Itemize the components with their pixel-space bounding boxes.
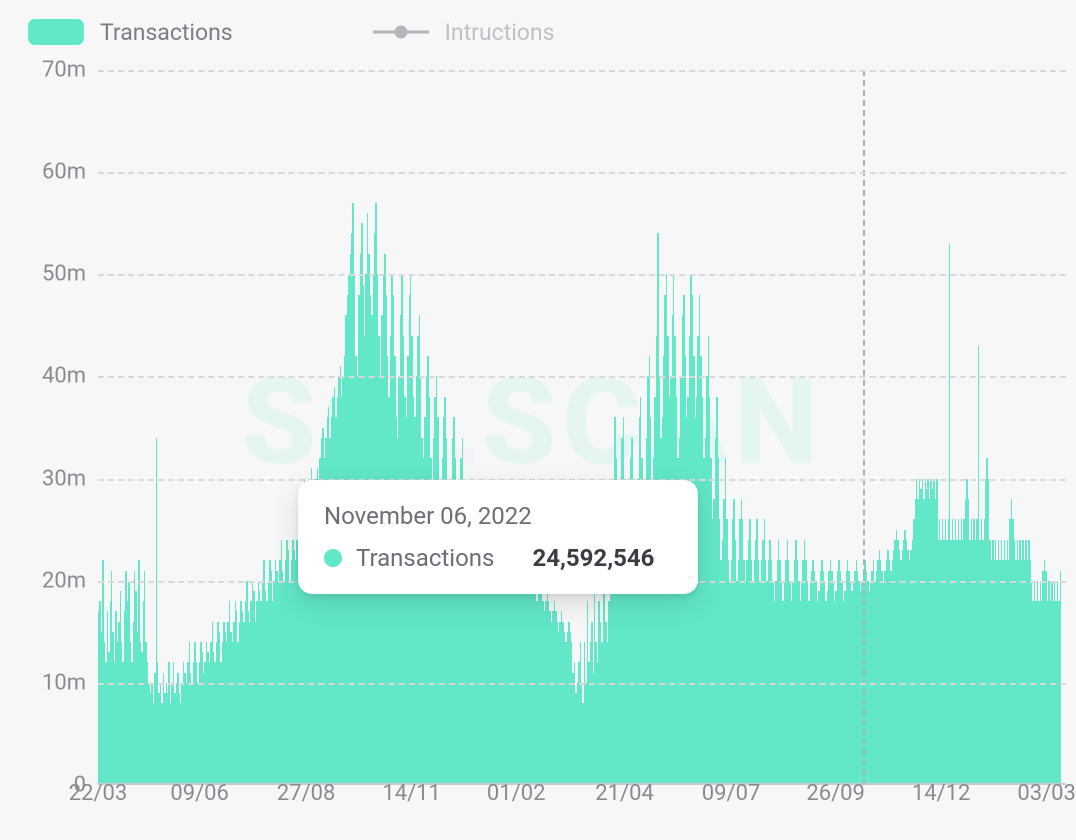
x-axis-label: 22/03 [69,781,128,806]
bars-container [98,70,1066,785]
grid-line [98,172,1066,174]
x-axis-label: 14/11 [382,781,441,806]
y-axis-label: 30m [42,466,86,491]
x-axis-label: 26/09 [806,781,865,806]
grid-line [98,683,1066,685]
chart-tooltip: November 06, 2022 Transactions 24,592,54… [298,480,698,594]
x-axis-label: 27/08 [277,781,336,806]
tooltip-value: 24,592,546 [532,544,654,572]
y-axis-label: 20m [42,568,86,593]
x-axis-label: 03/03 [1017,781,1076,806]
x-axis: 22/0309/0627/0814/1101/0221/0409/0726/09… [98,779,1066,805]
chart-legend: Transactions Intructions [0,0,1076,50]
legend-item-transactions[interactable]: Transactions [28,19,233,46]
y-axis-label: 10m [42,670,86,695]
x-axis-label: 21/04 [595,781,654,806]
chart-area[interactable]: SOLSCAN 010m20m30m40m50m60m70m 22/0309/0… [0,70,1066,805]
tooltip-series-label: Transactions [356,544,494,572]
legend-item-instructions[interactable]: Intructions [373,19,555,46]
tooltip-date: November 06, 2022 [324,502,672,530]
x-axis-label: 01/02 [487,781,546,806]
y-axis-label: 50m [42,262,86,287]
legend-swatch-transactions [28,19,84,45]
x-axis-label: 09/06 [170,781,229,806]
plot-area[interactable]: 010m20m30m40m50m60m70m [98,70,1066,785]
tooltip-series-dot [324,549,342,567]
hover-crosshair [863,70,865,785]
legend-label-instructions: Intructions [445,19,555,46]
grid-line [98,274,1066,276]
y-axis-label: 40m [42,364,86,389]
x-axis-label: 09/07 [702,781,761,806]
x-axis-label: 14/12 [912,781,971,806]
bar[interactable] [1060,571,1061,786]
y-axis-label: 60m [42,160,86,185]
y-axis-label: 70m [42,58,86,83]
legend-label-transactions: Transactions [100,19,233,46]
grid-line [98,376,1066,378]
legend-swatch-instructions [373,24,429,40]
grid-line [98,70,1066,72]
